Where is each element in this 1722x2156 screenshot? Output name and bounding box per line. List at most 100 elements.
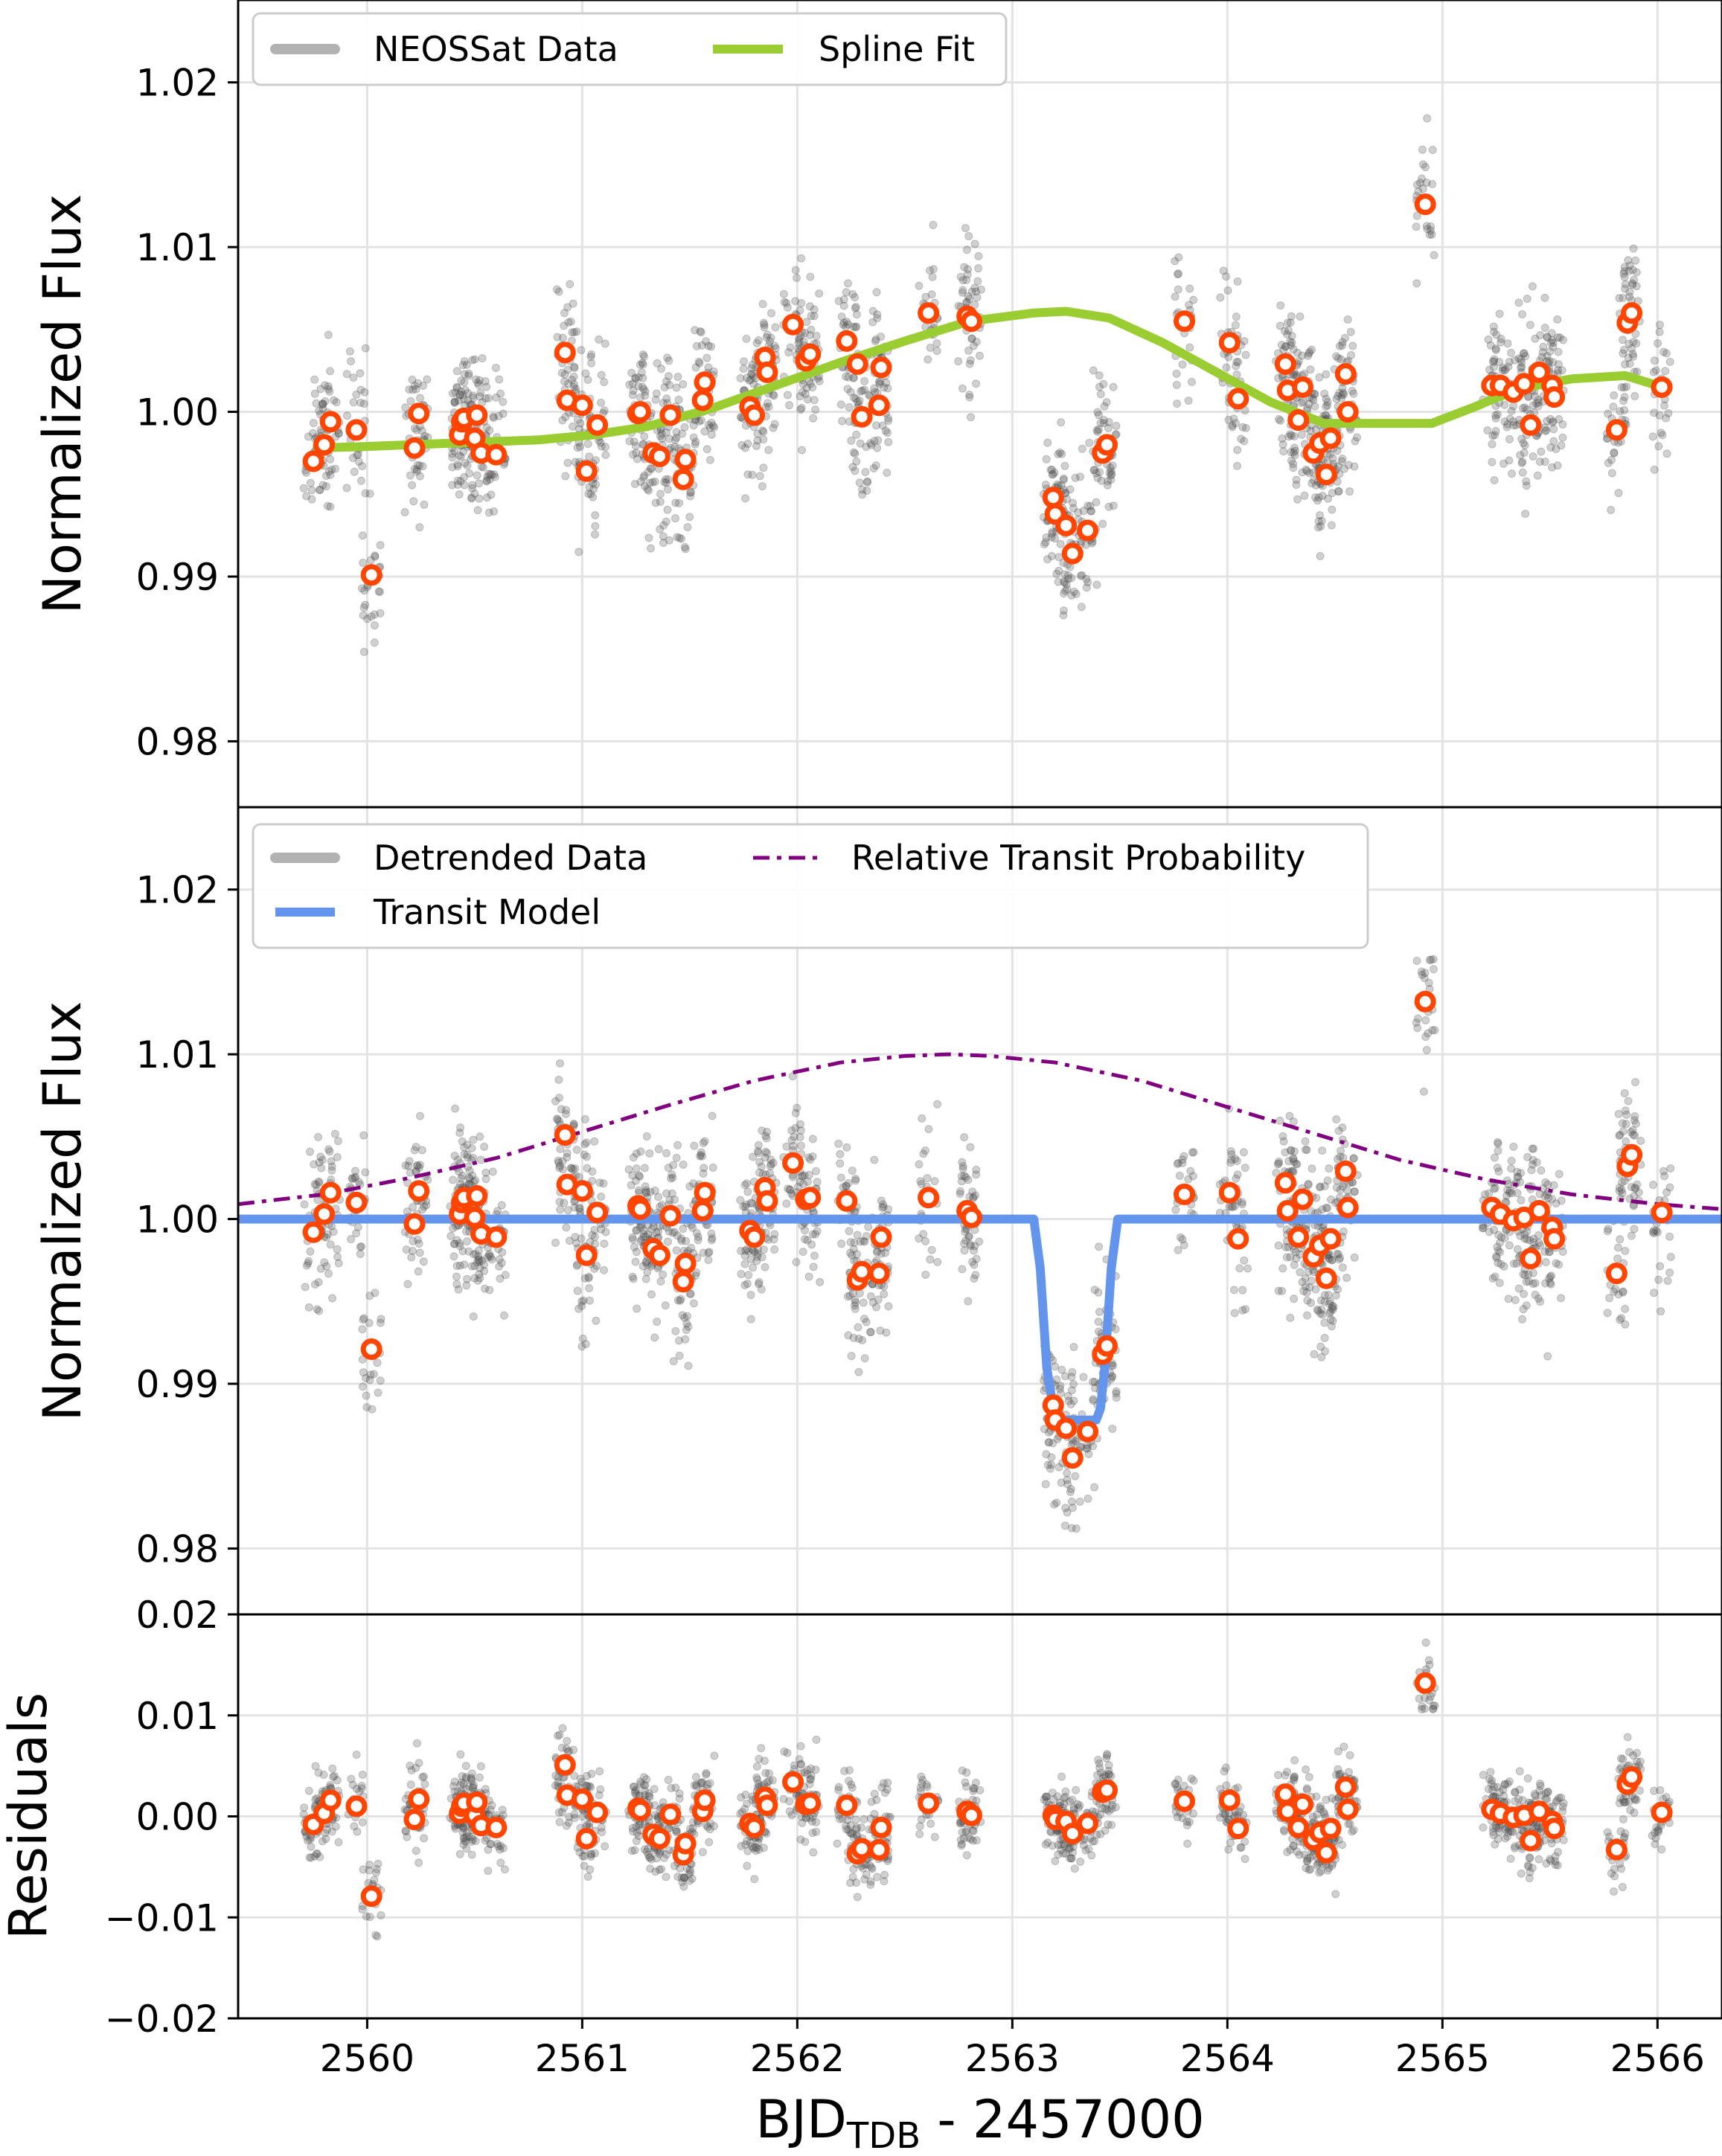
raw-data-point — [356, 476, 365, 485]
raw-data-point — [420, 500, 429, 509]
raw-data-point — [1655, 321, 1664, 330]
raw-data-point — [361, 489, 370, 498]
raw-data-point — [1412, 279, 1421, 288]
raw-data-point — [678, 429, 687, 438]
raw-data-point — [667, 1784, 676, 1793]
raw-data-point — [1048, 465, 1057, 474]
binned-point — [360, 564, 383, 586]
raw-data-point — [315, 1306, 324, 1315]
raw-data-point — [798, 388, 807, 397]
raw-data-point — [328, 1294, 337, 1303]
raw-data-point — [595, 1767, 604, 1776]
raw-data-point — [783, 303, 792, 312]
raw-data-point — [569, 383, 578, 392]
raw-points-bottom — [299, 1638, 1674, 1941]
raw-data-point — [877, 1203, 886, 1212]
binned-point — [1605, 1263, 1627, 1285]
raw-data-point — [1297, 398, 1306, 407]
raw-data-point — [403, 1280, 412, 1289]
raw-data-point — [636, 360, 644, 369]
raw-data-point — [855, 478, 864, 487]
raw-data-point — [802, 318, 811, 327]
raw-data-point — [970, 301, 979, 309]
raw-data-point — [851, 293, 860, 302]
raw-data-point — [1281, 342, 1290, 351]
raw-data-point — [1666, 1252, 1675, 1261]
binned-point — [1334, 363, 1357, 385]
raw-data-point — [590, 530, 599, 539]
raw-data-point — [572, 385, 580, 394]
raw-data-point — [1241, 1305, 1250, 1314]
raw-data-point — [597, 1193, 606, 1201]
raw-data-point — [679, 1160, 688, 1169]
raw-data-point — [646, 1864, 655, 1873]
binned-point — [345, 419, 368, 441]
raw-data-point — [1232, 358, 1241, 367]
raw-data-point — [1531, 1279, 1540, 1288]
raw-data-point — [967, 287, 976, 296]
raw-data-point — [860, 385, 869, 394]
panel-middle: 0.980.991.001.011.02 Normalized Flux Det… — [32, 806, 1722, 1616]
raw-data-point — [708, 1111, 717, 1120]
raw-data-point — [1343, 1186, 1352, 1195]
raw-data-point — [408, 481, 417, 490]
binned-point — [648, 1244, 670, 1266]
raw-data-point — [634, 1186, 643, 1195]
raw-data-point — [678, 1311, 687, 1320]
raw-data-point — [1095, 1242, 1104, 1251]
raw-data-point — [359, 611, 368, 620]
raw-data-point — [1069, 587, 1078, 596]
raw-data-point — [868, 307, 877, 315]
raw-data-point — [581, 1340, 590, 1349]
raw-data-point — [697, 341, 706, 350]
raw-data-point — [362, 1391, 371, 1400]
raw-data-point — [1603, 1309, 1612, 1318]
raw-data-point — [1222, 363, 1231, 372]
raw-data-point — [956, 1190, 964, 1199]
raw-data-point — [801, 1235, 810, 1244]
raw-data-point — [1529, 1160, 1537, 1169]
y-tick-label: 1.01 — [136, 226, 219, 269]
raw-data-point — [1424, 978, 1433, 987]
raw-data-point — [334, 1838, 343, 1847]
raw-data-point — [1084, 578, 1092, 587]
raw-data-point — [1632, 268, 1641, 277]
raw-data-point — [565, 1747, 574, 1756]
raw-data-point — [851, 466, 860, 475]
raw-data-point — [564, 318, 573, 327]
raw-data-point — [1523, 1152, 1532, 1161]
raw-data-point — [1238, 1198, 1246, 1207]
raw-data-point — [925, 266, 934, 275]
raw-data-point — [1094, 1327, 1103, 1336]
raw-data-point — [553, 1731, 562, 1740]
raw-data-point — [458, 391, 467, 400]
raw-data-point — [812, 332, 821, 341]
raw-data-point — [475, 376, 484, 385]
raw-data-point — [1500, 400, 1509, 409]
raw-data-point — [639, 473, 648, 482]
raw-data-point — [1056, 1382, 1065, 1390]
raw-data-point — [1511, 1296, 1520, 1305]
raw-data-point — [1174, 253, 1183, 262]
raw-data-point — [694, 357, 703, 366]
raw-data-point — [629, 450, 638, 459]
raw-data-point — [356, 369, 365, 378]
raw-data-point — [405, 1157, 414, 1166]
raw-data-point — [328, 1764, 337, 1773]
raw-data-point — [637, 368, 646, 377]
binned-point — [1414, 990, 1436, 1013]
raw-data-point — [1649, 368, 1658, 376]
raw-data-point — [469, 394, 478, 402]
raw-data-point — [1108, 461, 1117, 470]
raw-data-point — [1337, 394, 1346, 402]
raw-data-point — [1345, 487, 1354, 496]
raw-data-point — [1339, 1153, 1348, 1162]
raw-data-point — [853, 1250, 862, 1259]
raw-data-point — [331, 432, 340, 441]
raw-data-point — [1063, 1480, 1072, 1489]
raw-data-point — [880, 1289, 889, 1298]
raw-data-point — [319, 400, 327, 408]
raw-data-point — [1657, 1307, 1665, 1316]
raw-data-point — [846, 388, 855, 397]
binned-point — [1605, 419, 1627, 441]
